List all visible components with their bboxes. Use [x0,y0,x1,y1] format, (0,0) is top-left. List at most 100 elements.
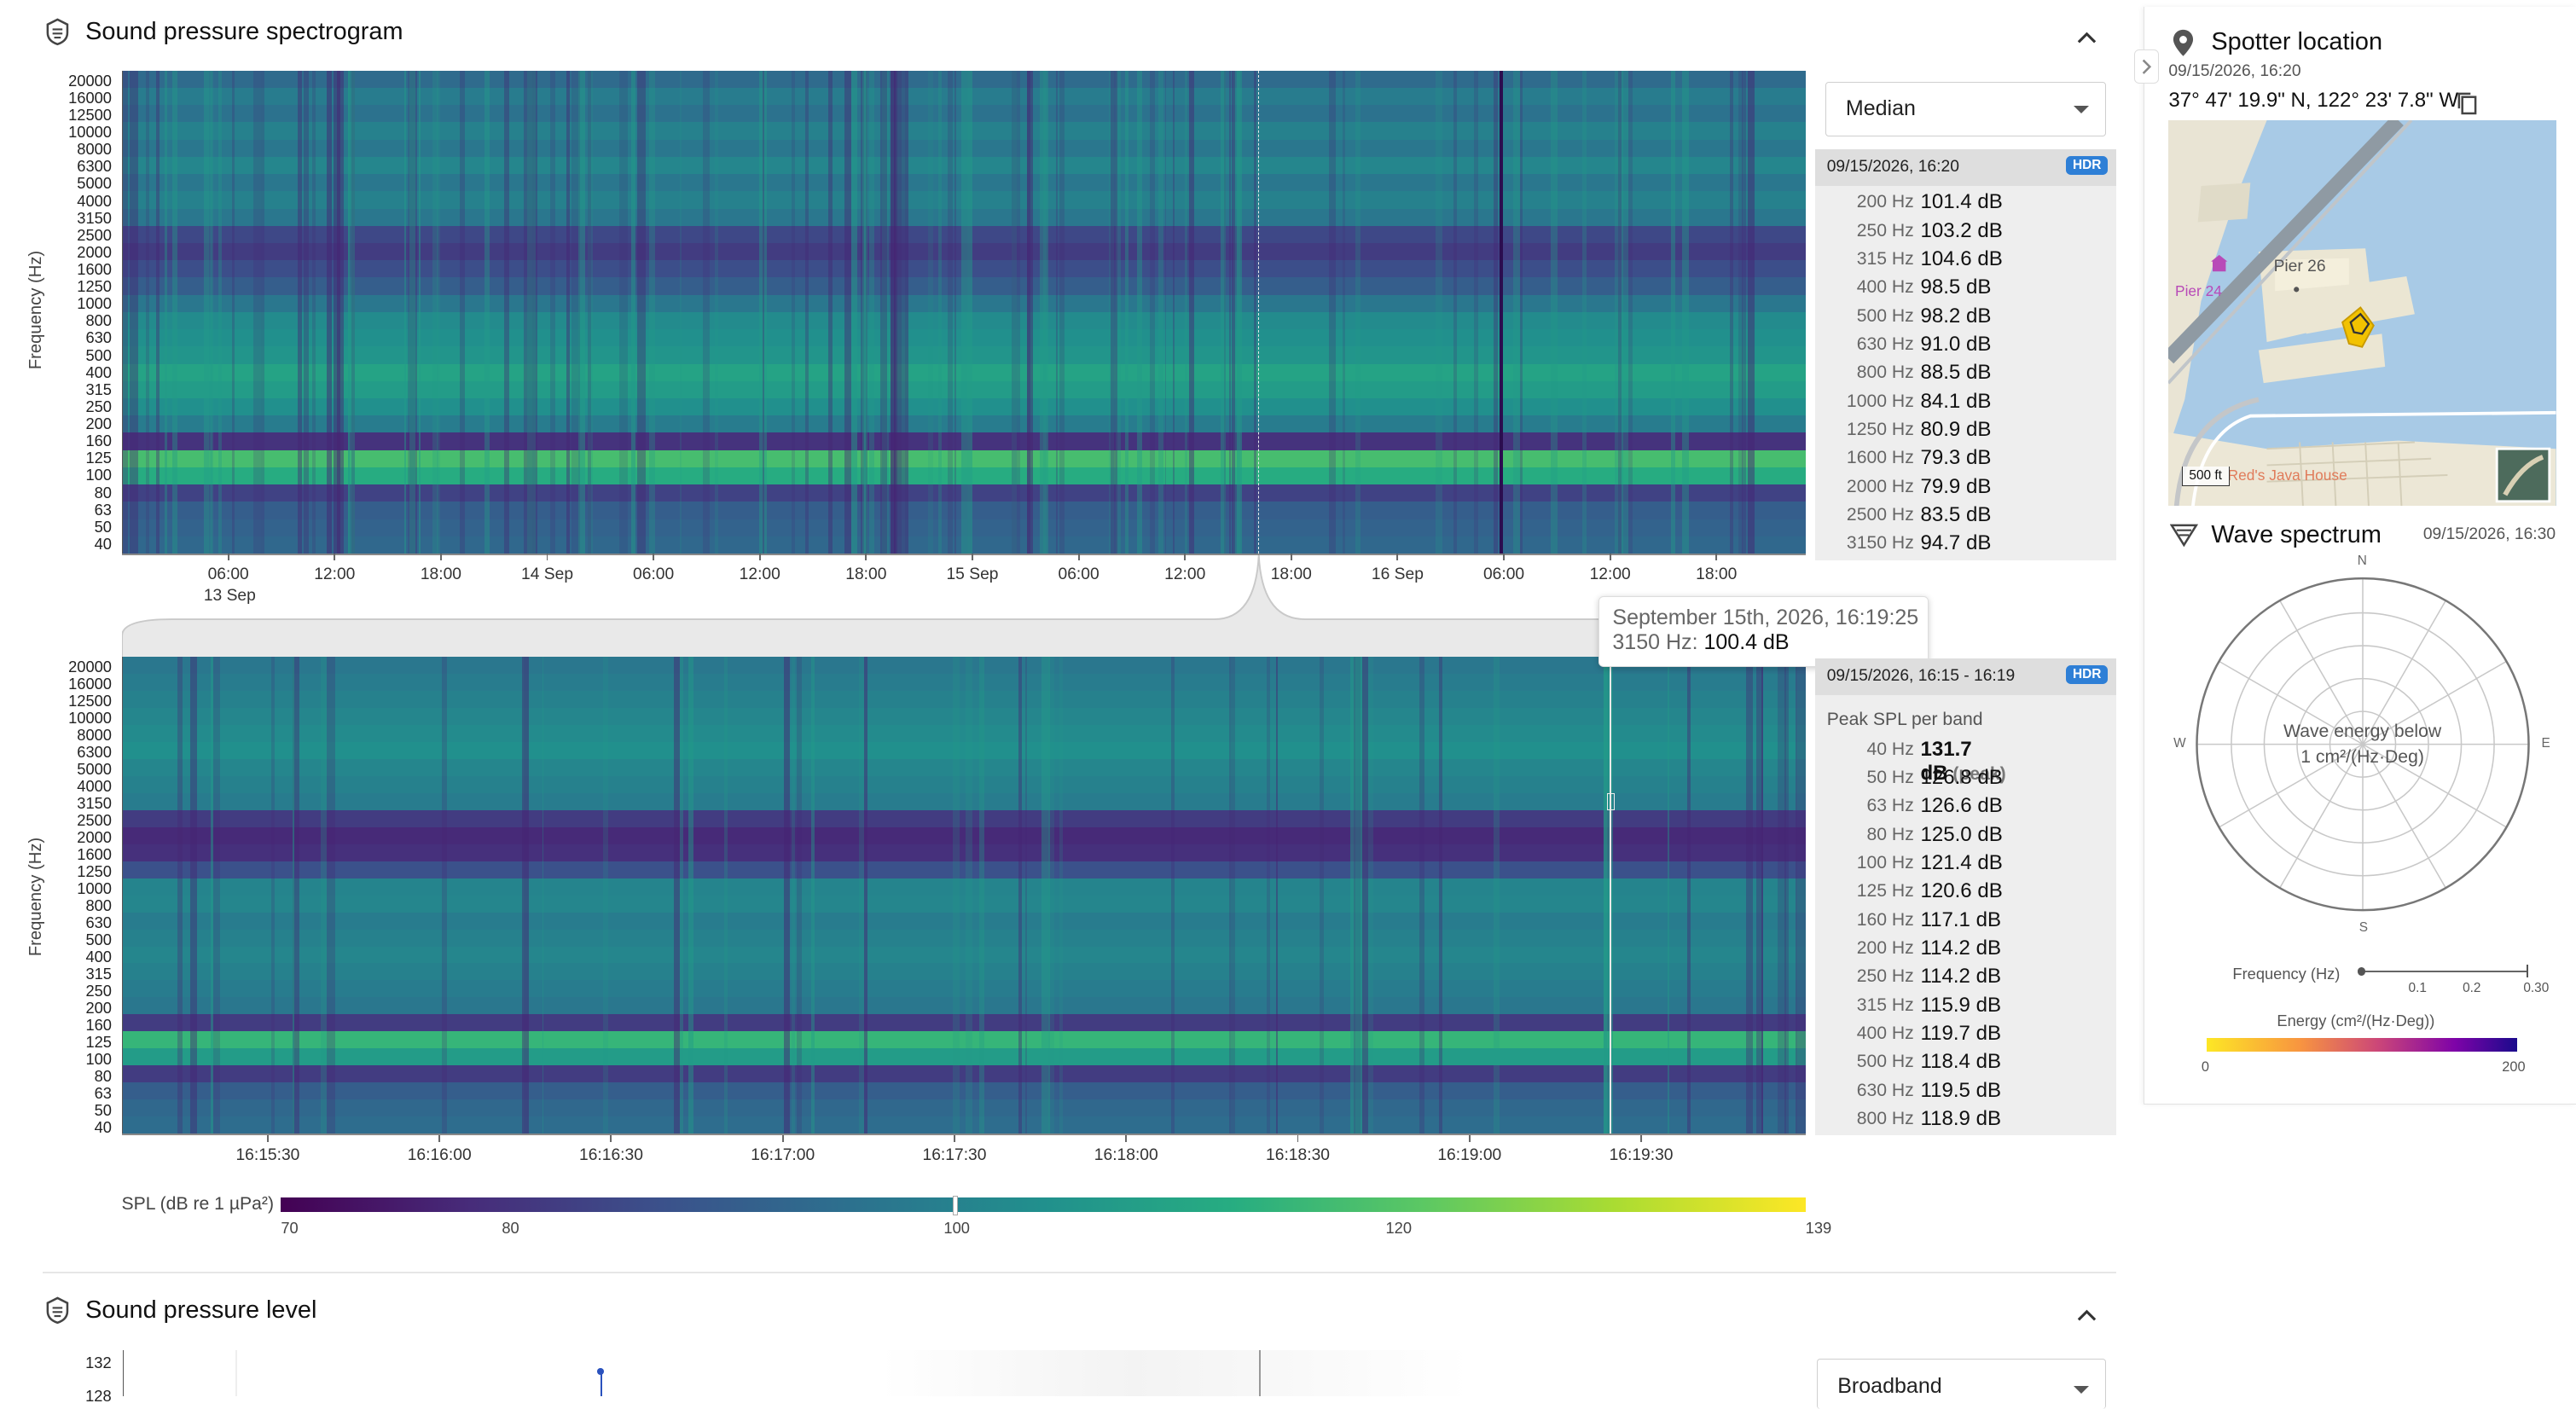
tooltip-value: 100.4 dB [1703,629,1790,654]
frequency-tick-label: 6300 [77,157,112,176]
wave-energy-colorbar [2206,1038,2517,1052]
frequency-tick-label: 2500 [77,225,112,244]
detail-panel-subtitle: Peak SPL per band [1826,710,1983,730]
time-tick-label: 06:00 [633,565,675,583]
detail-panel-timestamp: 09/15/2026, 16:15 - 16:19 [1826,666,2016,685]
band-level: 103.2 dB [1920,218,2003,242]
band-level: 79.3 dB [1920,446,1992,470]
band-frequency: 400 Hz [1856,1023,1914,1043]
overview-y-ticks: 20000 16000 12500 10000 8000 6300 5000 4000 3150… [46,72,112,552]
band-frequency: 250 Hz [1856,966,1914,987]
colorbar-label: SPL (dB re 1 µPa²) [121,1194,275,1215]
time-tick-label: 18:00 [1270,565,1312,583]
spotter-map[interactable]: Pier 26 Pier 24 Red's Java House 500 ft [2168,119,2556,507]
band-frequency: 800 Hz [1856,362,1914,383]
spectrogram-collapse-button[interactable] [2075,21,2102,44]
band-level: 98.2 dB [1920,304,1992,328]
frequency-tick-label: 200 [85,998,112,1017]
spotter-coordinates: 37° 47' 19.9" N, 122° 23' 7.8" W [2168,89,2459,112]
band-level: 118.4 dB [1920,1050,2002,1074]
detail-y-ticks: 20000 16000 12500 10000 8000 6300 5000 4000 3150… [46,658,112,1135]
band-frequency: 160 Hz [1856,909,1914,930]
zoom-connector [121,554,1807,659]
overview-spectrogram[interactable] [123,70,1806,554]
spl-chart-area[interactable] [123,1350,1807,1397]
band-level: 80.9 dB [1920,417,1992,441]
detail-x-ticks: 16:15:30 16:16:00 16:16:30 16:17:00 16:17:30… [123,1134,1805,1169]
detail-cursor-handle[interactable] [1606,793,1616,810]
frequency-tick-label: 800 [85,896,112,914]
band-frequency: 50 Hz [1866,768,1914,787]
band-row: 80 Hz 125.0 dB [1815,823,2012,851]
frequency-tick-label: 2500 [77,811,112,830]
wave-center-text-2: 1 cm²/(Hz·Deg) [2300,747,2424,768]
band-row: 1000 Hz 84.1 dB [1815,390,2012,418]
tooltip-date: September 15th, 2026, 16:19:25 [1612,605,1919,629]
time-tick-label: 16:18:30 [1266,1146,1330,1165]
band-row: 2500 Hz 83.5 dB [1815,503,2012,531]
band-row: 315 Hz 115.9 dB [1815,994,2012,1022]
frequency-tick-label: 10000 [68,123,112,142]
frequency-tick-label: 1000 [77,878,112,897]
time-tick-label: 06:00 [1058,565,1099,583]
statistic-select-value: Median [1845,96,1916,120]
band-level: 131.7 dB (peak) [1920,737,2006,785]
time-tick-label: 18:00 [420,565,462,583]
band-row: 500 Hz 118.4 dB [1815,1050,2012,1078]
frequency-tick-label: 4000 [77,191,112,210]
map-layer-toggle[interactable] [2498,449,2550,502]
frequency-tick-label: 4000 [77,777,112,796]
band-level: 114.2 dB [1920,936,2002,960]
frequency-tick-label: 3150 [77,208,112,227]
wave-freq-tick: 0.1 [2408,980,2427,995]
colorbar-marker [952,1196,958,1216]
detail-panel-header: 09/15/2026, 16:15 - 16:19 HDR [1815,658,2116,695]
spl-collapse-button[interactable] [2075,1299,2102,1322]
wave-energy-min: 0 [2201,1059,2209,1076]
compass-s: S [2358,919,2368,935]
wave-frequency-axis [2360,971,2529,973]
colorbar-ticks: 70 80 100 120 139 [281,1215,1831,1238]
wave-center-text-1: Wave energy below [2283,721,2442,741]
spectrogram-section-icon [44,18,71,46]
copy-icon[interactable] [2456,90,2479,115]
wave-polar-plot[interactable] [2185,559,2540,936]
band-frequency: 3150 Hz [1846,533,1914,554]
statistic-select[interactable]: Median [1825,82,2107,136]
band-frequency: 200 Hz [1856,192,1914,212]
frequency-tick-label: 1250 [77,861,112,880]
band-row: 315 Hz 104.6 dB [1815,247,2012,275]
wave-frequency-label: Frequency (Hz) [2232,964,2341,983]
band-frequency: 315 Hz [1856,994,1914,1015]
right-sidebar [2144,6,2576,1105]
overview-panel-timestamp: 09/15/2026, 16:20 [1826,157,1959,176]
frequency-tick-label: 5000 [77,760,112,779]
band-row: 400 Hz 119.7 dB [1815,1022,2012,1050]
band-frequency: 500 Hz [1856,305,1914,326]
spl-section-title: Sound pressure level [85,1296,317,1324]
sidebar-expand-button[interactable] [2133,49,2159,84]
frequency-tick-label: 250 [85,397,112,415]
frequency-tick-label: 16000 [68,675,112,693]
frequency-tick-label: 160 [85,1015,112,1034]
time-tick-label: 16:16:30 [578,1146,643,1165]
time-tick-label: 14 Sep [521,565,574,583]
frequency-tick-label: 800 [85,311,112,330]
spl-y-tick: 132 [85,1354,112,1372]
spl-colorbar [281,1196,1806,1216]
detail-cursor-line[interactable] [1610,657,1612,1134]
band-frequency: 80 Hz [1866,824,1914,844]
frequency-tick-label: 80 [94,1066,112,1085]
frequency-tick-label: 12500 [68,692,112,710]
spl-mode-select[interactable]: Broadband [1817,1358,2107,1409]
time-tick-label: 16:17:30 [922,1146,987,1165]
frequency-tick-label: 16000 [68,88,112,107]
frequency-tick-label: 6300 [77,743,112,762]
time-tick-label: 06:00 [1482,565,1525,583]
band-level: 126.6 dB [1920,794,2003,818]
overview-cursor-line[interactable] [1258,70,1261,554]
colorbar-tick: 120 [1385,1219,1412,1238]
time-tick-label: 12:00 [739,565,780,583]
detail-spectrogram[interactable] [123,657,1806,1134]
band-level: 119.5 dB [1920,1078,2002,1102]
